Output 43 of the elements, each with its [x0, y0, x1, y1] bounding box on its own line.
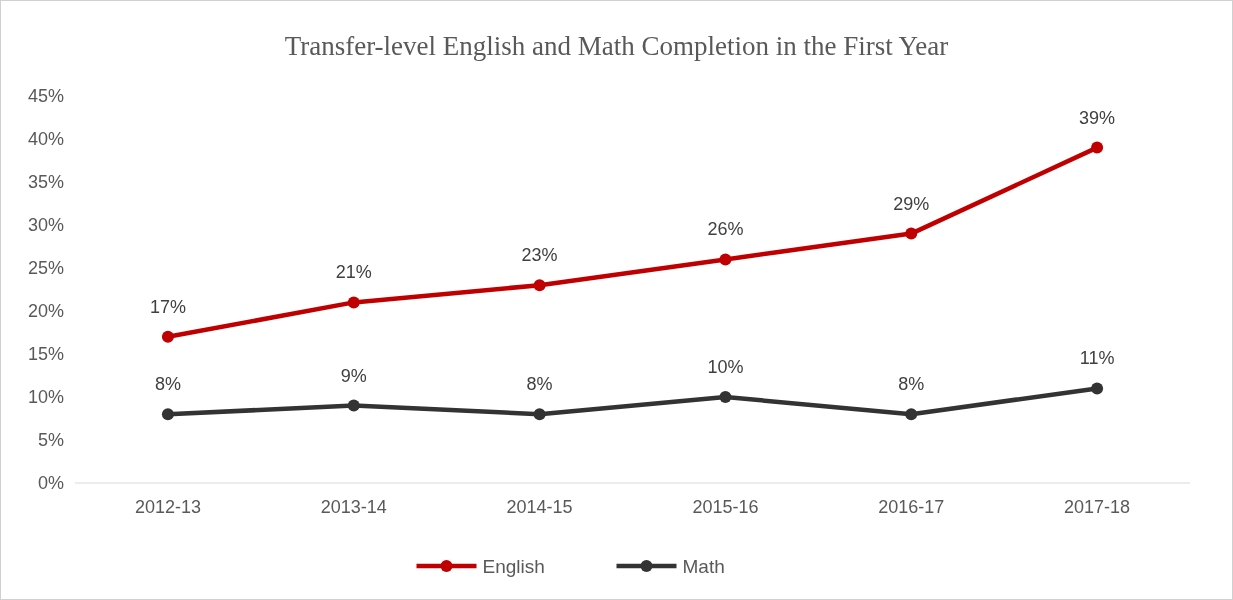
point [161, 408, 174, 421]
y-tick-label: 0% [37, 473, 64, 494]
data-label: 11% [1079, 348, 1115, 369]
data-label: 29% [893, 193, 930, 214]
y-tick-label: 40% [27, 129, 64, 150]
point [905, 227, 918, 240]
data-label: 23% [521, 245, 558, 266]
y-tick-label: 25% [27, 258, 64, 279]
y-tick-label: 45% [27, 86, 64, 107]
data-label: 21% [335, 262, 372, 283]
point [1091, 141, 1104, 154]
x-tick-label: 2014-15 [506, 497, 573, 517]
data-label: 8% [154, 374, 181, 395]
y-tick-label: 5% [37, 430, 64, 451]
y-tick-label: 35% [27, 172, 64, 193]
x-tick-label: 2015-16 [692, 497, 759, 517]
data-label: 10% [707, 357, 744, 377]
point [719, 253, 732, 266]
point [1091, 382, 1104, 395]
point [533, 279, 546, 292]
point [347, 296, 360, 309]
x-tick-label: 2013-14 [320, 497, 387, 517]
legend-label: Math [682, 555, 725, 577]
data-label: 8% [526, 374, 553, 395]
x-tick-label: 2017-18 [1064, 497, 1131, 517]
point [533, 408, 546, 421]
chart-title: Transfer-level English and Math Completion in the First Year [284, 31, 949, 61]
point [905, 408, 918, 421]
legend-label: English [482, 555, 545, 577]
y-tick-label: 20% [27, 301, 64, 322]
y-tick-label: 15% [27, 344, 64, 365]
data-label: 8% [898, 374, 925, 395]
point [719, 391, 732, 403]
x-tick-label: 2016-17 [878, 497, 945, 517]
y-tick-label: 30% [27, 215, 64, 236]
data-label: 26% [707, 219, 744, 240]
y-tick-label: 10% [27, 387, 64, 408]
data-label: 17% [149, 296, 186, 317]
point [347, 399, 360, 412]
x-tick-label: 2012-13 [134, 497, 201, 517]
data-label: 39% [1079, 107, 1116, 128]
data-label: 9% [340, 365, 367, 386]
point [161, 330, 174, 343]
